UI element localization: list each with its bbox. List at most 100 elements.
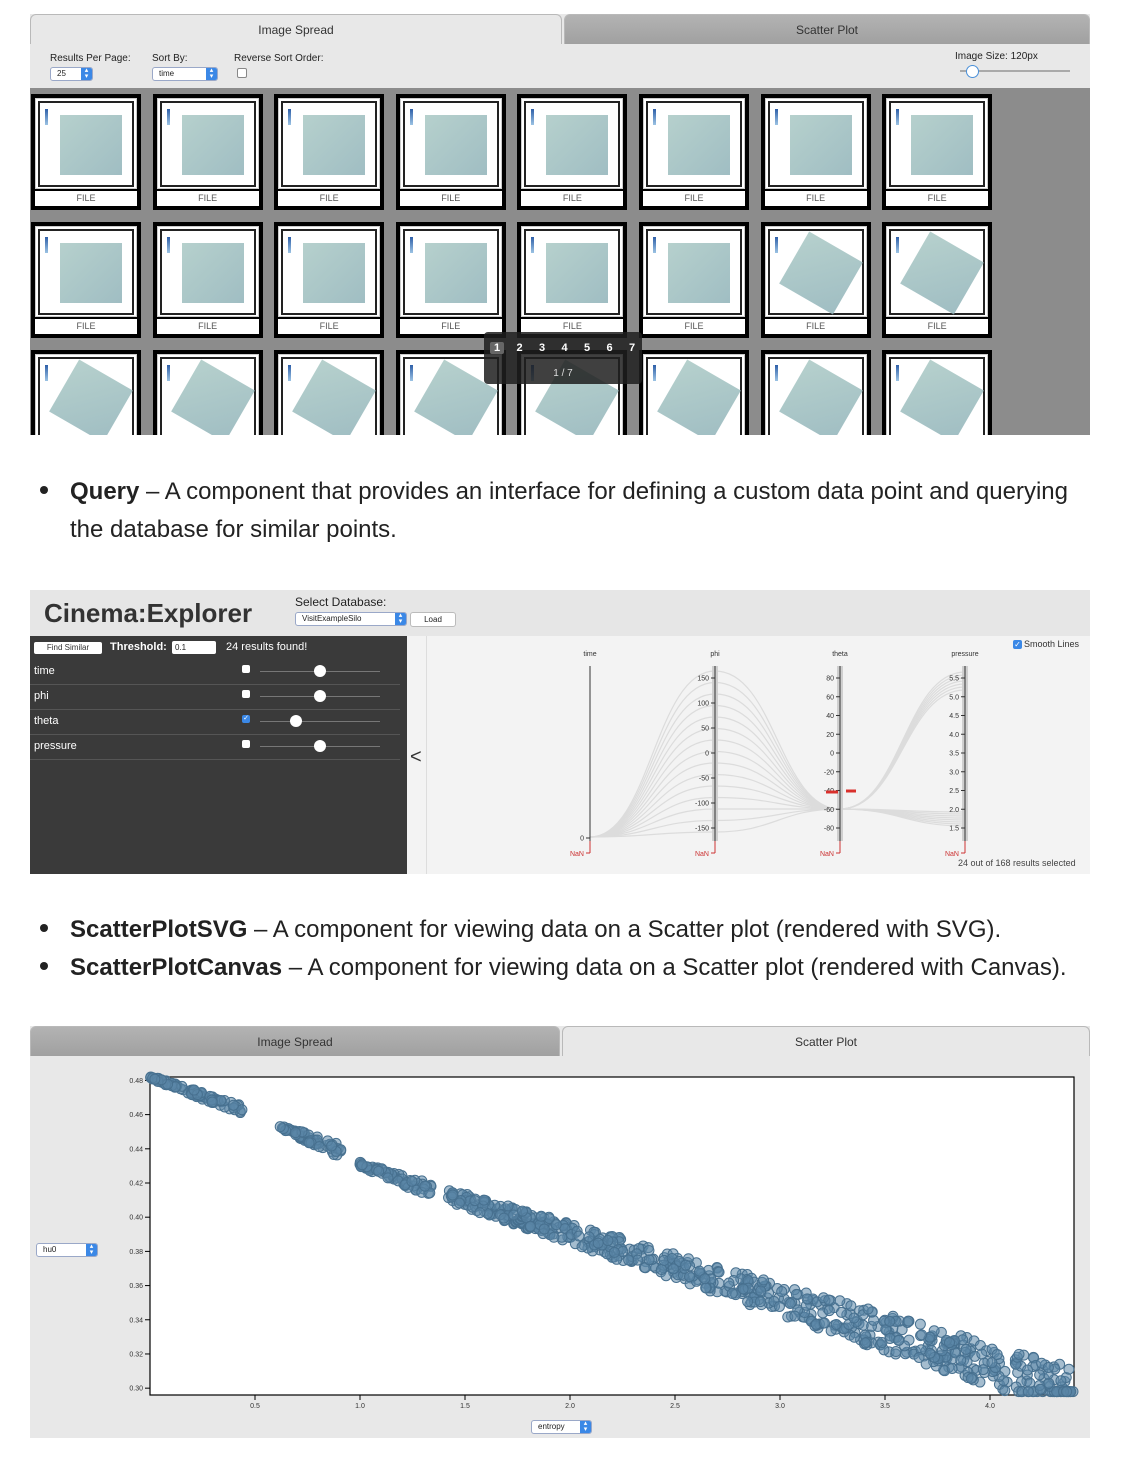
cube-render bbox=[789, 115, 852, 175]
tab-image-spread[interactable]: Image Spread bbox=[30, 1026, 560, 1056]
reverse-sort-checkbox[interactable] bbox=[237, 68, 247, 78]
thumbnail[interactable]: FILE bbox=[395, 222, 506, 338]
thumbnail[interactable]: FILE bbox=[152, 94, 263, 210]
find-similar-button[interactable]: Find Similar bbox=[34, 642, 102, 654]
pager-page-4[interactable]: 4 bbox=[561, 342, 568, 354]
pager-page-6[interactable]: 6 bbox=[606, 342, 613, 354]
param-checkbox[interactable] bbox=[242, 665, 250, 673]
scatter-point bbox=[913, 1352, 925, 1364]
y-tick-label: 0.30 bbox=[129, 1386, 143, 1393]
explorer-header: Cinema:Explorer Select Database: VisitEx… bbox=[30, 590, 1090, 636]
database-select[interactable]: VisitExampleSilo ▴ ▾ bbox=[295, 612, 407, 626]
thumbnail[interactable]: FILE bbox=[882, 94, 993, 210]
scatter-plot[interactable]: 0.48 0.46 0.44 0.42 0.40 0.38 0.36 0.34 0.32 0.30… bbox=[30, 1056, 1090, 1418]
axis-tick-label: 1.5 bbox=[949, 826, 959, 833]
thumbnail[interactable]: FILE bbox=[517, 94, 628, 210]
image-size-slider-track[interactable] bbox=[960, 70, 1070, 72]
scatter-point bbox=[737, 1283, 749, 1295]
bullet-query-text: – A component that provides an interface… bbox=[139, 478, 1068, 505]
threshold-input[interactable]: 0.1 bbox=[172, 641, 216, 654]
thumbnail[interactable]: FILE bbox=[760, 222, 871, 338]
thumbnail-image bbox=[886, 354, 989, 435]
load-button[interactable]: Load bbox=[410, 612, 456, 627]
axis-tick-label: -50 bbox=[699, 776, 709, 783]
sort-by-select[interactable]: time ▴ ▾ bbox=[152, 67, 218, 81]
thumbnail[interactable]: FILE bbox=[395, 94, 506, 210]
selection-status: 24 out of 168 results selected bbox=[958, 858, 1076, 868]
pager-page-7[interactable]: 7 bbox=[628, 342, 636, 354]
y-tick-label: 0.36 bbox=[129, 1283, 143, 1290]
axis-tick-label: -100 bbox=[695, 801, 709, 808]
y-axis-select[interactable]: hu0 ▴ ▾ bbox=[36, 1243, 98, 1257]
scatter-point bbox=[623, 1254, 635, 1266]
param-slider-track[interactable] bbox=[260, 721, 380, 722]
param-slider-handle[interactable] bbox=[314, 740, 326, 752]
thumbnail[interactable]: FILE bbox=[152, 350, 263, 435]
axis-phi[interactable]: phi 150 100 50 0 -50 -100 -150 NaN bbox=[695, 651, 720, 858]
tab-image-spread[interactable]: Image Spread bbox=[30, 14, 562, 44]
thumbnail[interactable]: FILE bbox=[882, 350, 993, 435]
collapse-toggle[interactable]: < bbox=[410, 746, 422, 768]
bullet-canvas-text: – A component for viewing data on a Scat… bbox=[282, 954, 1067, 981]
cube-render bbox=[49, 359, 133, 435]
thumbnail[interactable]: FILE bbox=[517, 222, 628, 338]
param-checkbox[interactable] bbox=[242, 740, 250, 748]
thumbnail-caption: FILE bbox=[35, 191, 137, 206]
pager-page-5[interactable]: 5 bbox=[583, 342, 591, 354]
thumbnail[interactable]: FILE bbox=[639, 222, 749, 338]
thumbnail-caption: FILE bbox=[278, 191, 381, 206]
colorbar-legend bbox=[166, 365, 170, 381]
thumbnail[interactable]: FILE bbox=[31, 94, 141, 210]
thumbnail-plot bbox=[159, 229, 256, 315]
y-tick-label: 0.44 bbox=[129, 1146, 143, 1153]
thumbnail-caption: FILE bbox=[886, 319, 989, 334]
results-per-page-select[interactable]: 25 ▴ ▾ bbox=[50, 67, 93, 81]
colorbar-legend bbox=[774, 237, 778, 253]
thumbnail[interactable]: FILE bbox=[274, 222, 385, 338]
data-polyline bbox=[589, 680, 966, 838]
thumbnail[interactable]: FILE bbox=[152, 222, 263, 338]
image-size-slider-handle[interactable] bbox=[966, 65, 979, 78]
thumbnail[interactable]: FILE bbox=[31, 350, 141, 435]
thumbnail-plot bbox=[281, 357, 378, 435]
thumbnail[interactable]: FILE bbox=[882, 222, 993, 338]
scatter-point bbox=[848, 1312, 860, 1324]
param-slider-handle[interactable] bbox=[314, 690, 326, 702]
thumbnail[interactable]: FILE bbox=[639, 350, 749, 435]
scatter-point bbox=[583, 1231, 595, 1243]
thumbnail[interactable]: FILE bbox=[31, 222, 141, 338]
thumbnail[interactable]: FILE bbox=[760, 350, 871, 435]
x-axis-select[interactable]: entropy ▴ ▾ bbox=[531, 1420, 592, 1434]
axis-time[interactable]: time 0 NaN bbox=[570, 651, 597, 858]
param-checkbox[interactable] bbox=[242, 690, 250, 698]
thumbnail-plot bbox=[767, 101, 864, 187]
thumbnail[interactable]: FILE bbox=[639, 94, 749, 210]
colorbar-legend bbox=[653, 237, 656, 253]
param-checkbox[interactable]: ✓ bbox=[242, 715, 250, 723]
axis-tick-label: 50 bbox=[701, 726, 709, 733]
axis-tick-label: 60 bbox=[826, 694, 834, 701]
scatter-point bbox=[986, 1357, 998, 1369]
cube-render bbox=[292, 359, 377, 435]
pager-page-2[interactable]: 2 bbox=[516, 342, 523, 354]
scatter-point bbox=[602, 1235, 614, 1247]
parallel-coordinates-plot[interactable]: time 0 NaN phi 150 100 50 0 -50 -100 -150 NaN theta 8… bbox=[430, 636, 1090, 874]
pager-page-1[interactable]: 1 bbox=[490, 342, 504, 354]
thumbnail[interactable]: FILE bbox=[760, 94, 871, 210]
tab-scatter-plot[interactable]: Scatter Plot bbox=[564, 14, 1090, 44]
tab-scatter-plot[interactable]: Scatter Plot bbox=[562, 1026, 1090, 1056]
pager-page-3[interactable]: 3 bbox=[538, 342, 546, 354]
thumbnail[interactable]: FILE bbox=[274, 94, 385, 210]
thumbnail[interactable]: FILE bbox=[274, 350, 385, 435]
param-slider-handle[interactable] bbox=[290, 715, 302, 727]
param-slider-handle[interactable] bbox=[314, 665, 326, 677]
smooth-lines-checkbox[interactable]: ✓ bbox=[1013, 640, 1022, 649]
bullet-dot bbox=[40, 923, 48, 932]
cube-render bbox=[911, 115, 974, 175]
axis-pressure[interactable]: pressure 5.5 5.0 4.5 4.0 3.5 3.0 2.5 2.0 1.5 NaN bbox=[945, 651, 979, 858]
thumbnail-plot bbox=[402, 357, 499, 435]
scatter-point bbox=[206, 1096, 218, 1108]
scatter-point bbox=[723, 1277, 735, 1289]
axis-tick-label: 3.5 bbox=[949, 751, 959, 758]
